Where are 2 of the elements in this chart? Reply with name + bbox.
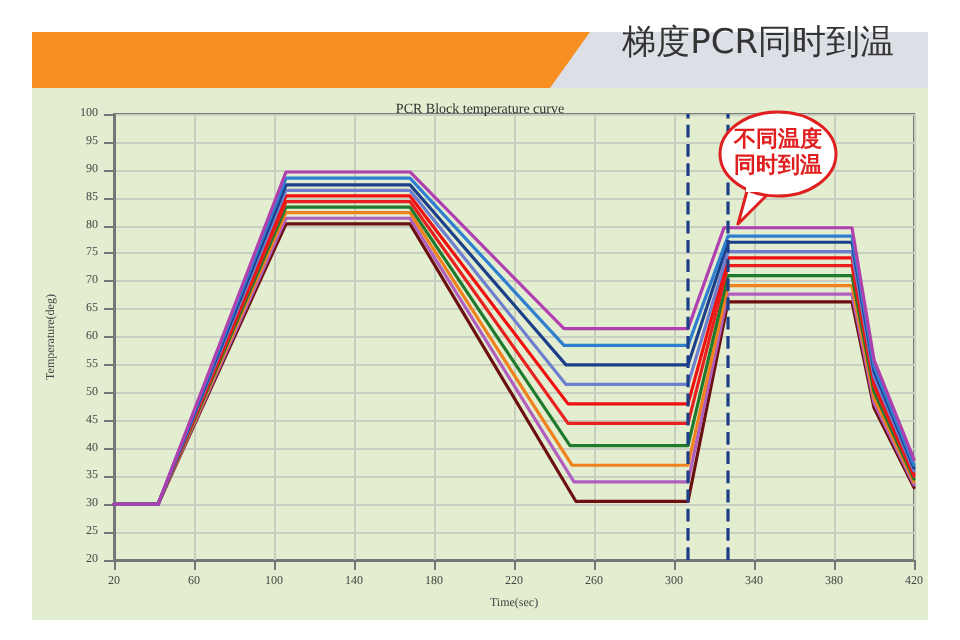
- annotation: 不同温度同时到温: [732, 126, 824, 178]
- chart-title: 梯度PCR同时到温: [620, 23, 895, 63]
